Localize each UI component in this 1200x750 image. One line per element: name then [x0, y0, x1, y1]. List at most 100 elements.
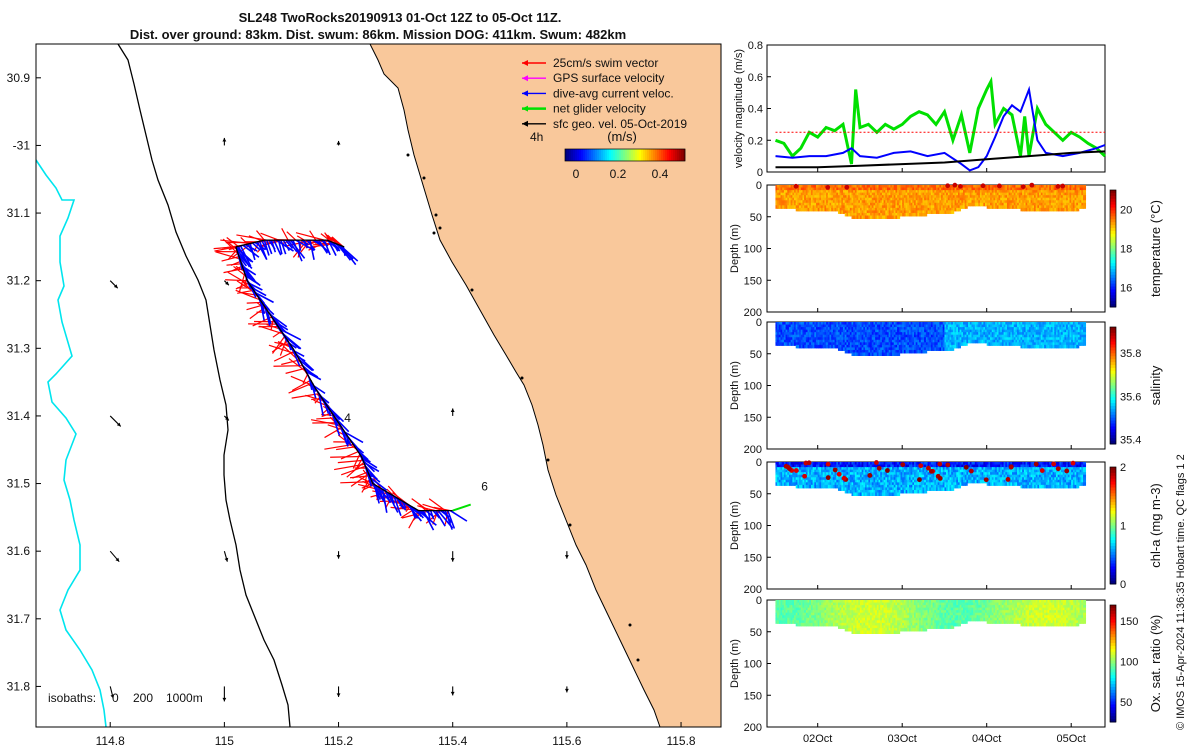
section-cell [925, 334, 929, 339]
section-cell [837, 477, 841, 481]
section-cell [924, 347, 928, 351]
dive-avg-vector [449, 509, 468, 522]
section-cell [812, 205, 816, 209]
section-cell [809, 477, 813, 481]
section-cell [800, 467, 804, 471]
section-cell [875, 202, 879, 207]
section-cell [1052, 200, 1056, 204]
section-cell [925, 187, 929, 192]
colorbar-cell [1110, 329, 1116, 334]
section-cell [844, 467, 848, 471]
section-cell [839, 205, 843, 209]
section-cell [1039, 192, 1043, 197]
section-cell [969, 339, 973, 344]
section-cell [1069, 324, 1073, 329]
dive-avg-vector [270, 239, 277, 253]
section-cell [964, 329, 968, 334]
section-cell [1028, 327, 1032, 331]
section-cell [927, 197, 931, 202]
dive-avg-vector [294, 350, 305, 358]
section-cell [968, 202, 972, 207]
section-cell [777, 477, 781, 481]
section-cell [903, 334, 907, 339]
colorbar-cell [1110, 394, 1116, 398]
section-cell [849, 202, 853, 207]
section-cell [876, 332, 880, 336]
section-cell [903, 322, 907, 326]
isobath-200m [117, 44, 291, 727]
section-cell [881, 207, 885, 212]
section-cell [865, 322, 869, 326]
section-cell [998, 200, 1002, 204]
section-cell [859, 337, 863, 341]
section-cell [922, 334, 926, 339]
section-cell [824, 472, 828, 476]
section-cell [1040, 342, 1044, 346]
section-cell [1032, 329, 1036, 334]
section-cell [836, 482, 840, 486]
geo-arrow-head [116, 422, 121, 427]
section-cell [812, 334, 816, 339]
section-cell [783, 185, 787, 189]
section-cell [1077, 197, 1081, 202]
section-cell [1064, 342, 1068, 346]
section-cell [991, 322, 995, 326]
section-cell [843, 482, 847, 486]
section-cell [915, 200, 919, 204]
section-cell [1081, 185, 1085, 189]
section-cell [922, 347, 926, 351]
section-cell [854, 212, 858, 217]
section-cell [939, 192, 943, 197]
section-cell [925, 195, 929, 199]
section-cell [924, 344, 928, 349]
map-colorbar-cell [653, 149, 656, 161]
section-cell [998, 327, 1002, 331]
section-cell [986, 337, 990, 341]
colorbar-cell [1110, 327, 1116, 331]
section-cell [1055, 339, 1059, 344]
colorbar-unit: (m/s) [607, 129, 637, 144]
section-cell [995, 202, 999, 207]
section-cell [886, 334, 890, 339]
section-cell [839, 327, 843, 331]
section-cell [859, 327, 863, 331]
section-cell [854, 187, 858, 192]
section-cell [861, 215, 865, 219]
section-cell [881, 337, 885, 341]
section-cell [1030, 329, 1034, 334]
section-cell [1001, 197, 1005, 202]
section-cell [986, 185, 990, 189]
section-cell [856, 205, 860, 209]
section-cell [910, 202, 914, 207]
section-cell [870, 187, 874, 192]
section-cell [802, 329, 806, 334]
section-cell [1032, 185, 1036, 189]
section-cell [829, 472, 833, 476]
section-cell [777, 462, 781, 466]
section-cell [924, 185, 928, 189]
section-cell [804, 327, 808, 331]
section-cell [915, 347, 919, 351]
section-cell [1001, 337, 1005, 341]
section-cell [831, 195, 835, 199]
section-cell [917, 342, 921, 346]
section-cell [915, 322, 919, 326]
section-cell [1023, 344, 1027, 349]
section-cell [886, 210, 890, 214]
section-cell [804, 342, 808, 346]
section-cell [831, 200, 835, 204]
section-cell [1045, 334, 1049, 339]
section-cell [875, 215, 879, 219]
section-cell [785, 190, 789, 194]
section-cell [990, 339, 994, 344]
section-cell [919, 185, 923, 189]
section-cell [799, 482, 803, 486]
section-cell [809, 329, 813, 334]
section-cell [856, 339, 860, 344]
section-cell [986, 205, 990, 209]
section-cell [821, 205, 825, 209]
map-y-tick: 30.9 [7, 71, 31, 85]
section-cell [848, 344, 852, 349]
section-cell [782, 327, 786, 331]
section-cell [968, 327, 972, 331]
